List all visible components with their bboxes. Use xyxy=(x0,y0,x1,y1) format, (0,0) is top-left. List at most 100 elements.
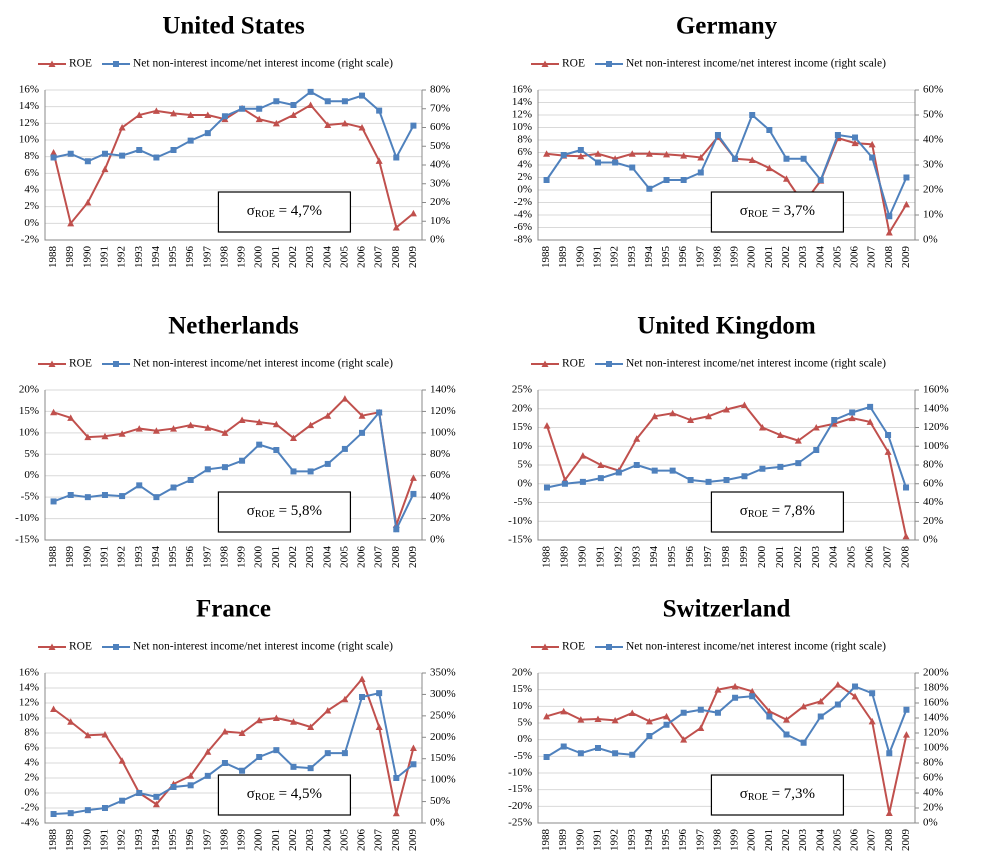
marker xyxy=(687,416,695,423)
y2-tick-label: 180% xyxy=(923,682,949,694)
x-tick-label: 1992 xyxy=(116,546,128,568)
y2-tick-label: 250% xyxy=(430,709,456,721)
marker xyxy=(867,403,874,410)
x-tick-label: 2008 xyxy=(390,546,402,569)
marker xyxy=(560,152,567,158)
x-tick-label: 1989 xyxy=(64,246,76,269)
y2-tick-label: 80% xyxy=(430,84,450,96)
series-line xyxy=(52,677,415,814)
x-tick-label: 2007 xyxy=(882,546,894,569)
y-tick-label: -20% xyxy=(508,800,532,812)
legend-label: Net non-interest income/net interest inc… xyxy=(626,58,886,70)
marker xyxy=(358,412,366,419)
marker xyxy=(84,807,91,814)
x-tick-label: 1993 xyxy=(630,546,642,569)
y-tick-label: -10% xyxy=(15,512,39,524)
annotation-box xyxy=(217,191,352,233)
marker xyxy=(170,484,177,491)
marker xyxy=(902,200,910,208)
x-tick-label: 2001 xyxy=(270,546,282,568)
x-tick-label: 2001 xyxy=(763,829,775,851)
x-tick-label: 1990 xyxy=(574,829,586,852)
annotation-subscript: ROE xyxy=(255,792,275,803)
annotation-symbol: σ xyxy=(247,786,255,802)
x-tick-label: 2009 xyxy=(900,246,912,269)
x-tick-label: 1990 xyxy=(81,829,93,852)
x-tick-label: 2009 xyxy=(407,546,419,569)
marker xyxy=(307,88,314,95)
marker xyxy=(359,694,366,700)
series-line xyxy=(546,685,908,758)
legend-marker xyxy=(48,360,56,367)
marker xyxy=(759,465,766,472)
annotation-symbol: σ xyxy=(740,203,748,219)
y2-tick-label: 0% xyxy=(430,817,445,829)
y-tick-label: 2% xyxy=(24,200,39,212)
marker xyxy=(669,467,676,474)
x-tick-label: 1996 xyxy=(684,546,696,569)
marker xyxy=(612,750,619,757)
legend-label: ROE xyxy=(562,358,585,370)
plot-frame xyxy=(537,90,916,241)
x-tick-label: 1992 xyxy=(609,246,621,268)
y-tick-label: 12% xyxy=(19,117,39,129)
legend-label: Net non-interest income/net interest inc… xyxy=(133,358,393,370)
marker xyxy=(834,701,841,708)
marker xyxy=(410,122,417,129)
y2-tick-label: 70% xyxy=(430,102,450,114)
marker xyxy=(136,482,143,489)
y2-tick-label: 100% xyxy=(923,440,949,452)
marker xyxy=(118,430,126,437)
marker xyxy=(800,702,808,710)
marker xyxy=(577,152,585,160)
x-tick-label: 2002 xyxy=(792,546,804,568)
x-tick-label: 2004 xyxy=(321,546,333,569)
chart-title: Netherlands xyxy=(168,313,299,340)
annotation-subscript: ROE xyxy=(748,792,768,803)
x-tick-label: 1998 xyxy=(218,829,230,852)
marker xyxy=(84,731,92,739)
x-tick-label: 1996 xyxy=(677,246,689,269)
legend-marker xyxy=(606,361,612,367)
annotation-box xyxy=(710,491,845,533)
marker xyxy=(101,731,109,738)
marker xyxy=(680,709,687,716)
x-tick-label: 1995 xyxy=(660,829,672,852)
x-tick-label: 2000 xyxy=(756,546,768,569)
marker xyxy=(101,805,108,811)
marker xyxy=(543,484,550,491)
x-tick-label: 1991 xyxy=(594,546,606,568)
y-tick-label: 10% xyxy=(19,134,39,146)
y2-tick-label: 80% xyxy=(923,459,943,471)
y2-tick-label: 50% xyxy=(430,140,450,152)
marker xyxy=(204,424,212,431)
marker xyxy=(795,460,802,467)
y2-tick-label: 0% xyxy=(923,234,938,246)
y2-tick-label: 80% xyxy=(923,757,943,769)
chart-title: Germany xyxy=(676,13,778,40)
plot-frame xyxy=(44,390,423,541)
marker xyxy=(612,159,619,166)
marker xyxy=(272,420,280,428)
x-tick-label: 1993 xyxy=(133,829,145,852)
x-tick-label: 1989 xyxy=(558,546,570,569)
x-tick-label: 2002 xyxy=(287,546,299,568)
marker xyxy=(902,731,910,738)
marker xyxy=(307,421,315,429)
y2-tick-label: 20% xyxy=(923,515,943,527)
marker xyxy=(765,164,773,172)
marker xyxy=(651,412,659,420)
x-tick-label: 2008 xyxy=(900,546,912,569)
legend-label: Net non-interest income/net interest inc… xyxy=(626,358,886,370)
legend-label: Net non-interest income/net interest inc… xyxy=(133,641,393,653)
x-tick-label: 1990 xyxy=(574,246,586,269)
x-tick-label: 2008 xyxy=(883,829,895,852)
marker xyxy=(221,760,228,766)
series-line xyxy=(53,410,415,533)
marker xyxy=(794,437,802,444)
y-tick-label: 10% xyxy=(19,712,39,724)
x-tick-label: 2009 xyxy=(407,829,419,852)
x-tick-label: 2009 xyxy=(900,829,912,852)
x-tick-label: 2004 xyxy=(814,246,826,269)
y-tick-label: 0% xyxy=(517,733,532,745)
